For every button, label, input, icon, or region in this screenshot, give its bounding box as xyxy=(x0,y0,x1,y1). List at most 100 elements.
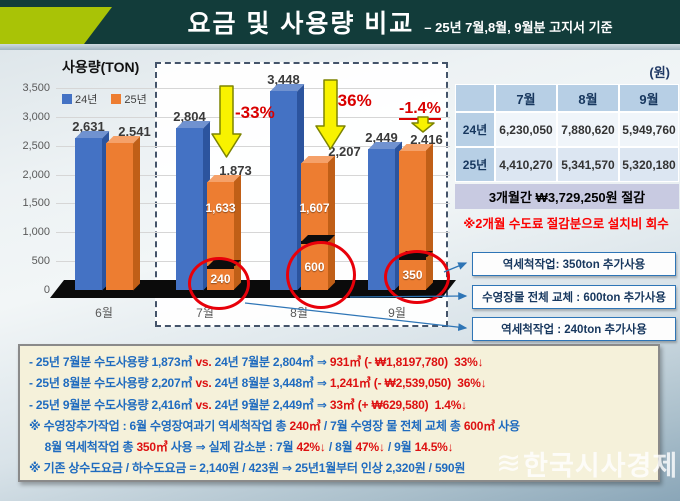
summary-text-segment: 24년 7월분 2,804㎥ ⇒ xyxy=(211,355,330,369)
bar-label-25: 2,416 xyxy=(410,131,443,147)
fee-table: 7월 8월 9월 24년 6,230,050 7,880,620 5,949,760 25년 4… xyxy=(455,84,679,182)
table-cell: 4,410,270 xyxy=(495,147,557,182)
legend-swatch-25 xyxy=(111,94,122,104)
upper-segment-label: 1,607 xyxy=(299,201,330,215)
cost-recovery-note: ※2개월 수도료 절감분으로 설치비 회수 xyxy=(463,217,669,231)
legend-item-25: 25년 xyxy=(111,91,147,107)
callout-240ton: 역세척작업 : 240ton 추가사용 xyxy=(472,317,676,341)
x-axis-label-9월: 9월 xyxy=(388,306,406,320)
x-axis-label-6월: 6월 xyxy=(95,306,113,320)
summary-text-segment: / 9월 xyxy=(384,440,415,455)
annotation-9month: -1.4% xyxy=(399,100,441,120)
table-row-header: 25년 xyxy=(455,147,495,182)
callout-350ton: 역세척작업: 350ton 추가사용 xyxy=(472,252,676,276)
summary-line-2: - 25년 8월분 수도사용량 2,207㎥ vs. 24년 8월분 3,448… xyxy=(29,373,658,394)
table-cell: 5,949,760 xyxy=(619,112,679,147)
summary-text-segment: 600㎥ xyxy=(463,418,496,433)
y-axis-tick: 500 xyxy=(31,255,50,268)
bar-label-24: 3,448 xyxy=(267,72,300,87)
gridline xyxy=(56,232,450,234)
watermark-text: 한국시사경제 xyxy=(523,451,679,481)
legend-item-24: 24년 xyxy=(62,91,97,107)
summary-text-segment: 8월 역세척작업 총 xyxy=(29,440,137,455)
summary-text-segment: 1,241㎥ (- ₩2,539,050) 36%↓ xyxy=(329,376,487,391)
y-axis-tick: 1,000 xyxy=(22,226,50,239)
titlebar-bevel xyxy=(0,44,680,50)
gridline xyxy=(56,145,450,147)
red-circle xyxy=(286,241,356,309)
y-axis-tick: 3,000 xyxy=(22,110,50,123)
table-col-header: 8월 xyxy=(557,84,619,112)
table-cell: 7,880,620 xyxy=(557,112,619,147)
table-cell: 5,341,570 xyxy=(557,147,619,182)
summary-text-segment: 240㎥ xyxy=(289,418,321,433)
summary-text-segment: vs. xyxy=(195,355,212,369)
summary-text-segment: ※ 기존 상수도요금 / 하수도요금 = 2,140원 / 423원 ⇒ 25년… xyxy=(29,461,466,476)
summary-box: - 25년 7월분 수도사용량 1,873㎥ vs. 24년 7월분 2,804… xyxy=(18,344,660,482)
bar-label-25: 1,873 xyxy=(219,162,252,178)
summary-text-segment: - 25년 7월분 수도사용량 1,873㎥ xyxy=(29,355,196,369)
bar-24-6월 xyxy=(75,131,109,290)
y-axis-title: 사용량(TON) xyxy=(62,59,140,75)
bar-label-24: 2,631 xyxy=(72,119,105,135)
title-bar: 요금 및 사용량 비교 – 25년 7월,8월, 9월분 고지서 기준 xyxy=(0,0,680,50)
waves-icon: ≋ xyxy=(496,446,522,480)
bar-label-24: 2,449 xyxy=(365,129,398,145)
chart-legend: 24년 25년 xyxy=(62,91,147,107)
bar-25-6월 xyxy=(106,136,140,290)
summary-text-segment: vs. xyxy=(195,397,212,412)
y-axis-tick: 0 xyxy=(43,284,50,296)
gridline xyxy=(56,88,450,89)
summary-text-segment: / 8월 xyxy=(325,440,356,455)
y-axis-tick: 1,500 xyxy=(22,197,50,210)
callout-600ton: 수영장물 전체 교체 : 600ton 추가사용 xyxy=(472,285,676,309)
summary-text-segment: 931㎥ (- ₩1,8197,780) 33%↓ xyxy=(329,355,484,369)
annotation-8month: -36% xyxy=(332,91,372,110)
bar-face xyxy=(106,143,133,290)
bar-label-24: 2,804 xyxy=(173,109,206,125)
savings-box: 3개월간 ₩3,729,250원 절감 xyxy=(455,184,679,209)
annotation-7month: -33% xyxy=(235,103,275,122)
table-unit-note: (원) xyxy=(649,65,670,80)
summary-line-4: ※ 수영장추가작업 : 6월 수영장여과기 역세척작업 총 240㎥ / 7월 … xyxy=(29,416,658,437)
page-subtitle: – 25년 7월,8월, 9월분 고지서 기준 xyxy=(424,19,613,35)
summary-text-segment: 33㎥ (+ ₩629,580) 1.4%↓ xyxy=(329,397,467,412)
gridline xyxy=(56,203,450,205)
upper-segment-label: 1,633 xyxy=(205,201,236,215)
red-circle xyxy=(188,256,250,310)
summary-text-segment: 사용 ⇒ 실제 감소분 : 7월 xyxy=(167,440,297,455)
bar-label-25: 2,541 xyxy=(118,124,151,140)
gridline xyxy=(56,174,450,176)
summary-text-segment: - 25년 9월분 수도사용량 2,416㎥ xyxy=(29,397,196,412)
y-axis-tick: 3,500 xyxy=(22,82,50,94)
summary-text-segment: 47%↓ xyxy=(355,440,385,455)
x-axis-label-7월: 7월 xyxy=(196,306,214,320)
summary-text-segment: 24년 8월분 3,448㎥ ⇒ xyxy=(211,376,330,391)
gridline xyxy=(56,116,450,118)
table-cell: 5,320,180 xyxy=(619,147,679,182)
lime-accent-shape xyxy=(0,7,112,47)
bar-face-side xyxy=(133,136,140,290)
legend-swatch-24 xyxy=(62,94,72,104)
page-title: 요금 및 사용량 비교 xyxy=(187,10,415,38)
y-axis-tick: 2,000 xyxy=(22,168,50,181)
table-col-header: 9월 xyxy=(619,84,679,112)
summary-line-1: - 25년 7월분 수도사용량 1,873㎥ vs. 24년 7월분 2,804… xyxy=(29,352,658,373)
red-circle xyxy=(384,250,450,304)
chart-area: 사용량(TON) 24년 25년 0 500 1,000 1,500 2,000 2,50… xyxy=(0,55,460,337)
summary-text-segment: 사용 xyxy=(495,418,520,433)
summary-line-6: ※ 기존 상수도요금 / 하수도요금 = 2,140원 / 423원 ⇒ 25년… xyxy=(29,458,658,479)
summary-text-segment: 350㎥ xyxy=(136,440,168,455)
summary-text-segment: 14.5%↓ xyxy=(414,440,454,455)
y-axis-tick: 2,500 xyxy=(22,139,50,152)
table-cell: 6,230,050 xyxy=(495,112,557,147)
summary-text-segment: - 25년 8월분 수도사용량 2,207㎥ xyxy=(29,376,196,391)
summary-line-5: 8월 역세척작업 총 350㎥ 사용 ⇒ 실제 감소분 : 7월 42%↓ / … xyxy=(29,437,658,458)
summary-text-segment: 24년 9월분 2,449㎥ ⇒ xyxy=(211,397,330,412)
watermark: ≋ 한국시사경제 xyxy=(496,444,678,483)
summary-text-segment: 42%↓ xyxy=(296,440,326,455)
table-col-header: 7월 xyxy=(495,84,557,112)
summary-text-segment: ※ 수영장추가작업 : 6월 수영장여과기 역세척작업 총 xyxy=(29,418,290,433)
summary-line-3: - 25년 9월분 수도사용량 2,416㎥ vs. 24년 9월분 2,449… xyxy=(29,395,658,416)
